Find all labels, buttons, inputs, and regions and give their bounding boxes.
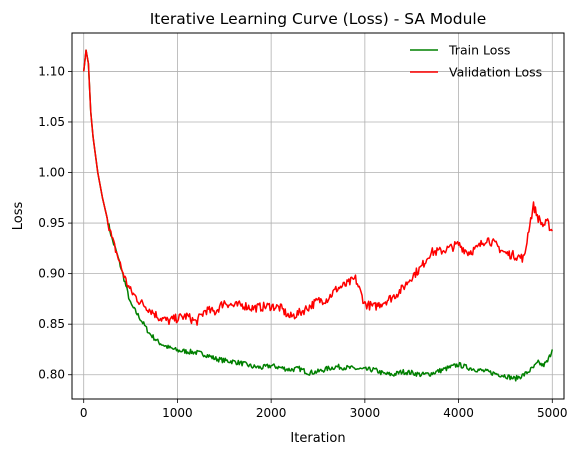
y-tick-label: 0.85 xyxy=(38,317,65,331)
legend-label: Validation Loss xyxy=(449,65,542,80)
y-tick-label: 1.05 xyxy=(38,115,65,129)
x-tick-label: 4000 xyxy=(443,406,474,420)
x-tick-label: 5000 xyxy=(537,406,568,420)
legend-label: Train Loss xyxy=(448,43,510,58)
legend: Train Loss Validation Loss xyxy=(410,43,542,80)
plot-frame xyxy=(71,32,565,400)
y-axis-label: Loss xyxy=(11,202,26,231)
y-tick-label: 0.95 xyxy=(38,216,65,230)
x-tick-label: 2000 xyxy=(256,406,287,420)
x-axis-label: Iteration xyxy=(290,431,345,446)
axis-ticks: 0 1000 2000 3000 4000 5000 0.80 0.85 0.90 0.95 1.0… xyxy=(38,64,567,420)
y-tick-label: 0.90 xyxy=(38,267,65,281)
y-tick-label: 0.80 xyxy=(38,368,65,382)
series-lines xyxy=(82,49,554,382)
plot-area xyxy=(72,33,564,399)
x-tick-label: 0 xyxy=(80,406,88,420)
series-line-train-loss xyxy=(82,49,554,382)
grid xyxy=(72,33,564,399)
y-tick-label: 1.00 xyxy=(38,166,65,180)
chart-title: Iterative Learning Curve (Loss) - SA Mod… xyxy=(150,10,487,28)
x-tick-label: 1000 xyxy=(162,406,193,420)
x-tick-label: 3000 xyxy=(350,406,381,420)
y-tick-label: 1.10 xyxy=(38,64,65,78)
series-line-validation-loss xyxy=(82,49,553,326)
